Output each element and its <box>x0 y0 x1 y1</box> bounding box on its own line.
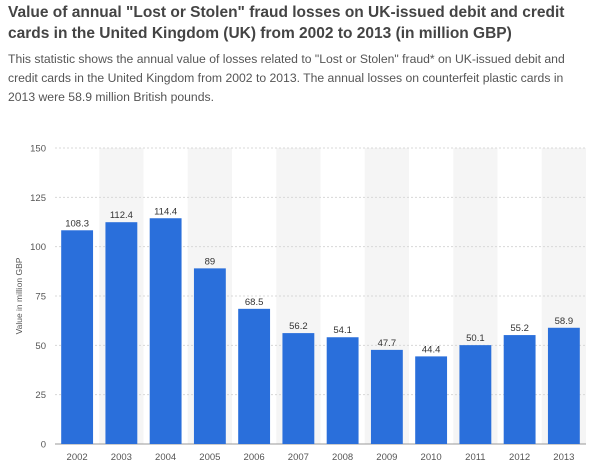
x-tick-label: 2007 <box>288 452 309 463</box>
bar <box>105 222 138 444</box>
data-label: 112.4 <box>110 210 133 221</box>
bar <box>238 308 271 444</box>
y-tick-label: 100 <box>30 242 46 253</box>
bar <box>370 349 403 444</box>
bar <box>193 268 226 444</box>
x-tick-label: 2003 <box>111 452 132 463</box>
data-label: 44.4 <box>422 344 441 355</box>
data-label: 114.4 <box>154 206 177 217</box>
data-labels: 108.3 112.4 114.4 89 68.5 56.2 54.1 47.7 44.4 50.… <box>65 206 573 355</box>
data-label: 55.2 <box>510 323 529 334</box>
chart-description: This statistic shows the annual value of… <box>8 52 565 104</box>
data-label: 68.5 <box>245 297 264 308</box>
data-label: 89 <box>205 256 216 267</box>
chart-title: Value of annual "Lost or Stolen" fraud l… <box>8 4 565 42</box>
x-axis-ticks: 2002 2003 2004 2005 2006 2007 2008 2009 2010 2011… <box>67 452 575 463</box>
y-tick-label: 75 <box>35 292 46 303</box>
bar <box>503 335 536 444</box>
x-tick-label: 2002 <box>67 452 88 463</box>
x-tick-label: 2005 <box>199 452 220 463</box>
x-tick-label: 2004 <box>155 452 176 463</box>
y-tick-label: 25 <box>35 390 46 401</box>
bar <box>149 218 182 444</box>
bar <box>459 345 492 444</box>
bars <box>61 218 580 444</box>
gridlines <box>55 147 586 445</box>
data-label: 47.7 <box>378 338 397 349</box>
y-tick-label: 125 <box>30 193 46 204</box>
data-label: 108.3 <box>65 218 89 229</box>
y-tick-label: 0 <box>41 440 46 451</box>
y-tick-label: 50 <box>35 341 46 352</box>
x-tick-label: 2011 <box>465 452 485 463</box>
y-axis-ticks: 0 25 50 75 100 125 150 <box>30 144 46 451</box>
x-tick-label: 2013 <box>553 452 574 463</box>
x-tick-label: 2012 <box>509 452 530 463</box>
data-label: 58.9 <box>555 316 574 327</box>
bar <box>547 327 580 444</box>
x-tick-label: 2008 <box>332 452 353 463</box>
bar <box>282 333 315 444</box>
bar <box>326 337 359 444</box>
data-label: 56.2 <box>289 321 308 332</box>
data-label: 50.1 <box>466 333 485 344</box>
x-tick-label: 2009 <box>376 452 397 463</box>
bar <box>415 356 448 444</box>
y-axis-title: Value in million GBP <box>14 257 24 334</box>
data-label: 54.1 <box>333 325 352 336</box>
bar <box>61 230 94 444</box>
x-tick-label: 2006 <box>244 452 265 463</box>
y-tick-label: 150 <box>30 144 46 155</box>
x-tick-label: 2010 <box>421 452 442 463</box>
